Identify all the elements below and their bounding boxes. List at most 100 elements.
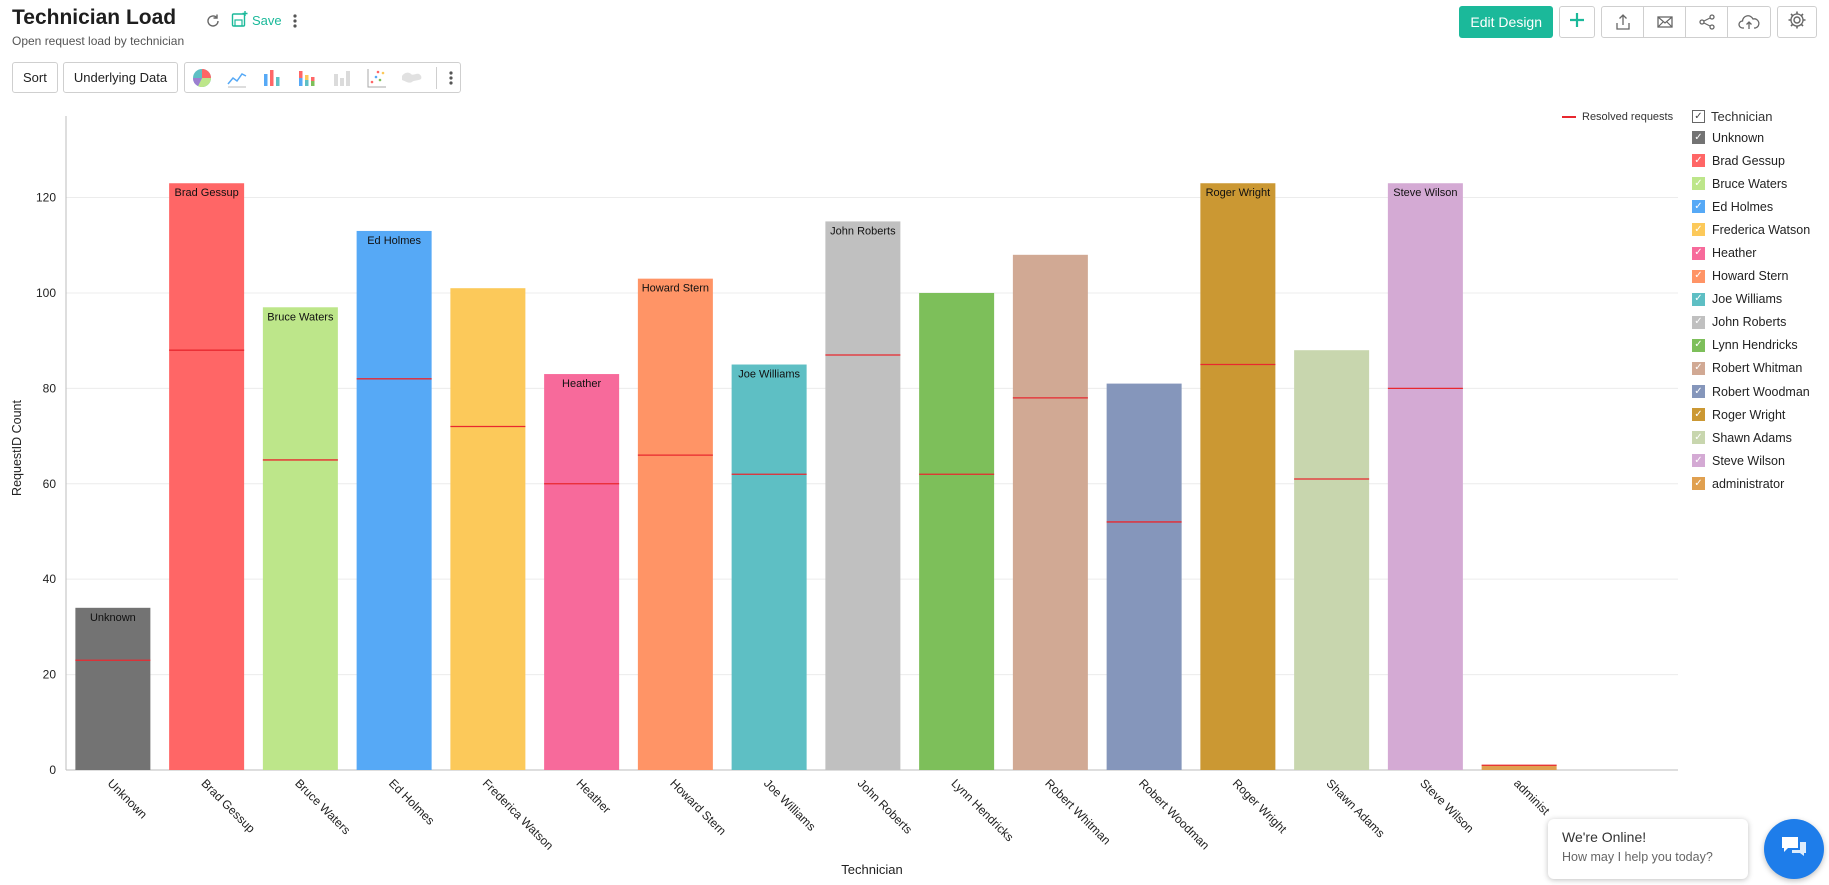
legend-checkbox[interactable]: ✓: [1692, 223, 1705, 237]
bar[interactable]: [731, 364, 807, 770]
bar[interactable]: [1481, 765, 1557, 770]
resolved-legend[interactable]: Resolved requests: [1562, 111, 1673, 123]
y-tick-label: 20: [43, 668, 57, 682]
legend-item[interactable]: ✓ Ed Holmes: [1692, 195, 1810, 218]
bar[interactable]: [262, 307, 338, 770]
data-label: Roger Wright: [1206, 187, 1271, 199]
stacked-bar-icon[interactable]: [296, 67, 318, 89]
legend-item[interactable]: ✓ administrator: [1692, 472, 1810, 495]
bar[interactable]: [544, 374, 620, 770]
bar-grey-icon[interactable]: [331, 67, 353, 89]
y-tick-label: 60: [43, 477, 57, 491]
data-label: Brad Gessup: [175, 187, 239, 199]
bar[interactable]: [1106, 383, 1182, 770]
x-tick-label: Shawn Adams: [1324, 776, 1388, 840]
bar[interactable]: [825, 221, 901, 770]
legend-header-label: Technician: [1711, 108, 1773, 124]
legend-item[interactable]: ✓ Robert Woodman: [1692, 380, 1810, 403]
sort-button[interactable]: Sort: [12, 62, 58, 93]
chat-subtitle: How may I help you today?: [1562, 850, 1713, 864]
refresh-icon[interactable]: [205, 13, 221, 29]
export-icon[interactable]: [1602, 7, 1644, 37]
save-icon: [231, 10, 249, 31]
bar[interactable]: [169, 183, 245, 770]
legend-checkbox[interactable]: ✓: [1692, 246, 1705, 260]
legend-item[interactable]: ✓ Lynn Hendricks: [1692, 334, 1810, 357]
more-vertical-icon[interactable]: [292, 13, 298, 29]
bar[interactable]: [1012, 254, 1088, 771]
legend-checkbox[interactable]: ✓: [1692, 154, 1705, 168]
legend-label: Bruce Waters: [1712, 176, 1788, 191]
legend-checkbox[interactable]: ✓: [1692, 454, 1705, 468]
bar[interactable]: [356, 230, 432, 771]
legend-checkbox[interactable]: ✓: [1692, 131, 1705, 145]
bar[interactable]: [450, 288, 526, 770]
legend-label: Steve Wilson: [1712, 453, 1785, 468]
plus-icon: [1569, 12, 1585, 33]
legend-label: Roger Wright: [1712, 407, 1786, 422]
scatter-icon[interactable]: [366, 67, 388, 89]
legend-item[interactable]: ✓ Shawn Adams: [1692, 426, 1810, 449]
x-tick-label: Steve Wilson: [1417, 776, 1476, 835]
legend-item[interactable]: ✓ John Roberts: [1692, 311, 1810, 334]
legend-item[interactable]: ✓ Unknown: [1692, 126, 1810, 149]
legend-checkbox[interactable]: ✓: [1692, 431, 1705, 445]
chat-button[interactable]: [1764, 819, 1824, 879]
legend-item[interactable]: ✓ Robert Whitman: [1692, 357, 1810, 380]
legend-checkbox[interactable]: ✓: [1692, 408, 1705, 422]
edit-design-button[interactable]: Edit Design: [1459, 6, 1553, 38]
bar[interactable]: [1387, 183, 1463, 770]
legend-checkbox[interactable]: ✓: [1692, 385, 1705, 399]
legend-item[interactable]: ✓ Howard Stern: [1692, 265, 1810, 288]
legend-item[interactable]: ✓ Roger Wright: [1692, 403, 1810, 426]
bar[interactable]: [637, 278, 713, 770]
legend-checkbox[interactable]: ✓: [1692, 269, 1705, 283]
y-tick-label: 80: [43, 381, 57, 395]
line-chart-icon[interactable]: [226, 67, 248, 89]
y-axis-label: RequestID Count: [10, 400, 24, 496]
x-tick-label: Bruce Waters: [292, 776, 353, 837]
pie-chart-icon[interactable]: [191, 67, 213, 89]
underlying-data-button[interactable]: Underlying Data: [62, 62, 179, 93]
legend-item[interactable]: ✓ Heather: [1692, 241, 1810, 264]
data-label: Unknown: [90, 612, 136, 624]
gear-icon: [1787, 10, 1807, 35]
legend-checkbox[interactable]: ✓: [1692, 177, 1705, 191]
data-label: Ed Holmes: [367, 235, 421, 247]
bar[interactable]: [919, 292, 995, 770]
cloud-upload-icon[interactable]: [1728, 7, 1770, 37]
x-tick-label: Frederica Watson: [480, 776, 557, 853]
x-tick-label: Brad Gessup: [199, 776, 259, 836]
legend-item[interactable]: ✓ Brad Gessup: [1692, 149, 1810, 172]
bar[interactable]: [75, 607, 151, 770]
share-tools: [1601, 6, 1771, 38]
page-title: Technician Load: [12, 6, 177, 29]
legend-item[interactable]: ✓ Frederica Watson: [1692, 218, 1810, 241]
bar[interactable]: [1294, 350, 1370, 770]
legend-label: Frederica Watson: [1712, 222, 1811, 237]
legend-checkbox[interactable]: ✓: [1692, 315, 1705, 329]
legend-checkbox[interactable]: ✓: [1692, 477, 1705, 491]
legend-header[interactable]: ✓ Technician: [1692, 106, 1810, 126]
legend-item[interactable]: ✓ Joe Williams: [1692, 288, 1810, 311]
bar-chart-icon[interactable]: [261, 67, 283, 89]
legend-checkbox[interactable]: ✓: [1692, 338, 1705, 352]
legend-checkbox[interactable]: ✓: [1692, 200, 1705, 214]
chat-bubble[interactable]: We're Online! How may I help you today?: [1548, 819, 1748, 879]
share-icon[interactable]: [1686, 7, 1728, 37]
technician-legend: ✓ Technician ✓ Unknown ✓ Brad Gessup ✓ Bruce …: [1692, 106, 1810, 496]
email-icon[interactable]: [1644, 7, 1686, 37]
legend-header-checkbox[interactable]: ✓: [1692, 109, 1705, 123]
legend-item[interactable]: ✓ Steve Wilson: [1692, 449, 1810, 472]
resolved-legend-label: Resolved requests: [1582, 111, 1674, 123]
chart-more-icon[interactable]: [436, 66, 454, 89]
add-button[interactable]: [1559, 6, 1595, 38]
settings-button[interactable]: [1777, 6, 1817, 38]
x-tick-label: Ed Holmes: [386, 776, 437, 827]
legend-item[interactable]: ✓ Bruce Waters: [1692, 172, 1810, 195]
save-button[interactable]: Save: [231, 10, 282, 31]
legend-checkbox[interactable]: ✓: [1692, 292, 1705, 306]
map-icon[interactable]: [401, 67, 423, 89]
bar[interactable]: [1200, 183, 1276, 770]
legend-checkbox[interactable]: ✓: [1692, 361, 1705, 375]
